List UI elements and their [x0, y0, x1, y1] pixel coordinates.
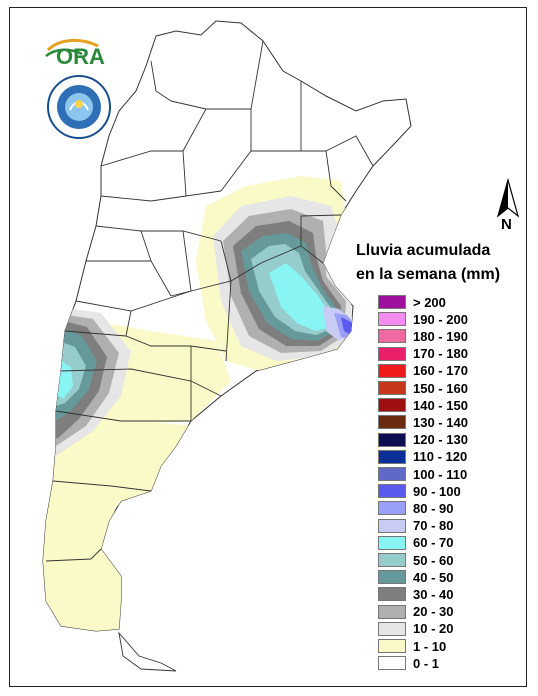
legend-label: 150 - 160 — [413, 380, 468, 396]
legend-label: 170 - 180 — [413, 346, 468, 362]
legend-swatch — [378, 484, 406, 499]
legend-swatch — [378, 363, 406, 378]
legend-item: 40 - 50 — [378, 569, 453, 585]
legend-swatch — [378, 518, 406, 533]
legend-swatch — [378, 329, 406, 344]
legend-label: 160 - 170 — [413, 363, 468, 379]
legend-item: 50 - 60 — [378, 552, 453, 568]
legend-item: 0 - 1 — [378, 655, 439, 671]
legend-title-line1: Lluvia acumulada — [356, 242, 491, 259]
legend-item: 100 - 110 — [378, 466, 467, 482]
legend-label: 0 - 1 — [413, 655, 440, 671]
rain-zone-60-70-east — [269, 263, 331, 331]
legend-label: 190 - 200 — [413, 311, 468, 327]
legend-label: 140 - 150 — [413, 397, 468, 413]
legend-swatch — [378, 604, 406, 619]
legend-item: 140 - 150 — [378, 397, 468, 413]
legend-swatch — [378, 570, 406, 585]
map-frame: ORA N Lluvia acumulada en la semana (mm)… — [9, 7, 527, 687]
legend-swatch — [378, 501, 406, 516]
legend-swatch — [378, 656, 406, 671]
legend-swatch — [378, 639, 406, 653]
legend-item: 130 - 140 — [378, 414, 468, 430]
legend-item: 120 - 130 — [378, 432, 468, 448]
legend-swatch — [378, 295, 406, 309]
smn-seal-icon — [46, 74, 112, 140]
legend-label: 100 - 110 — [413, 466, 468, 482]
rainfall-shading — [43, 176, 355, 631]
legend-item: 80 - 90 — [378, 500, 453, 516]
legend-label: > 200 — [413, 294, 446, 310]
legend-label: 70 - 80 — [413, 518, 454, 534]
legend-item: 160 - 170 — [378, 363, 468, 379]
legend-swatch — [378, 449, 406, 464]
legend-item: > 200 — [378, 294, 446, 310]
legend-swatch — [378, 398, 406, 413]
north-arrow-label: N — [501, 216, 512, 233]
legend-label: 180 - 190 — [413, 328, 468, 344]
legend-label: 110 - 120 — [413, 449, 468, 465]
rain-zone-90-100-east — [341, 317, 353, 335]
legend-item: 60 - 70 — [378, 535, 453, 551]
legend-swatch — [378, 587, 406, 602]
ora-logo: ORA — [42, 36, 114, 69]
argentina-rainfall-map — [42, 20, 412, 672]
legend-item: 170 - 180 — [378, 346, 468, 362]
legend-label: 50 - 60 — [413, 552, 454, 568]
legend-item: 10 - 20 — [378, 621, 453, 637]
legend-label: 90 - 100 — [413, 483, 461, 499]
legend-swatch — [378, 535, 406, 550]
legend-item: 150 - 160 — [378, 380, 468, 396]
tierra-del-fuego — [118, 631, 177, 672]
legend-item: 20 - 30 — [378, 604, 453, 620]
legend-swatch — [378, 553, 406, 567]
legend-swatch — [378, 432, 406, 447]
legend-swatch — [378, 312, 406, 327]
legend-title-line2: en la semana (mm) — [356, 266, 501, 283]
north-arrow-icon: N — [488, 177, 528, 238]
legend-label: 1 - 10 — [413, 638, 447, 654]
legend-item: 180 - 190 — [378, 328, 468, 344]
legend-item: 110 - 120 — [378, 449, 467, 465]
legend-label: 20 - 30 — [413, 604, 454, 620]
legend-label: 40 - 50 — [413, 569, 454, 585]
legend-item: 90 - 100 — [378, 483, 461, 499]
legend-label: 80 - 90 — [413, 500, 454, 516]
legend-item: 1 - 10 — [378, 638, 446, 654]
legend-item: 30 - 40 — [378, 586, 453, 602]
legend-swatch — [378, 467, 406, 481]
legend-item: 70 - 80 — [378, 518, 453, 534]
legend-label: 60 - 70 — [413, 535, 454, 551]
legend-swatch — [378, 381, 406, 395]
province-boundaries — [45, 40, 374, 562]
legend-swatch — [378, 415, 406, 430]
legend-label: 30 - 40 — [413, 586, 454, 602]
legend-item: 190 - 200 — [378, 311, 468, 327]
legend-label: 120 - 130 — [413, 432, 468, 448]
legend-label: 10 - 20 — [413, 621, 454, 637]
legend-label: 130 - 140 — [413, 414, 468, 430]
legend-swatch — [378, 346, 406, 361]
legend-swatch — [378, 621, 406, 636]
ora-logo-text: ORA — [56, 44, 105, 68]
